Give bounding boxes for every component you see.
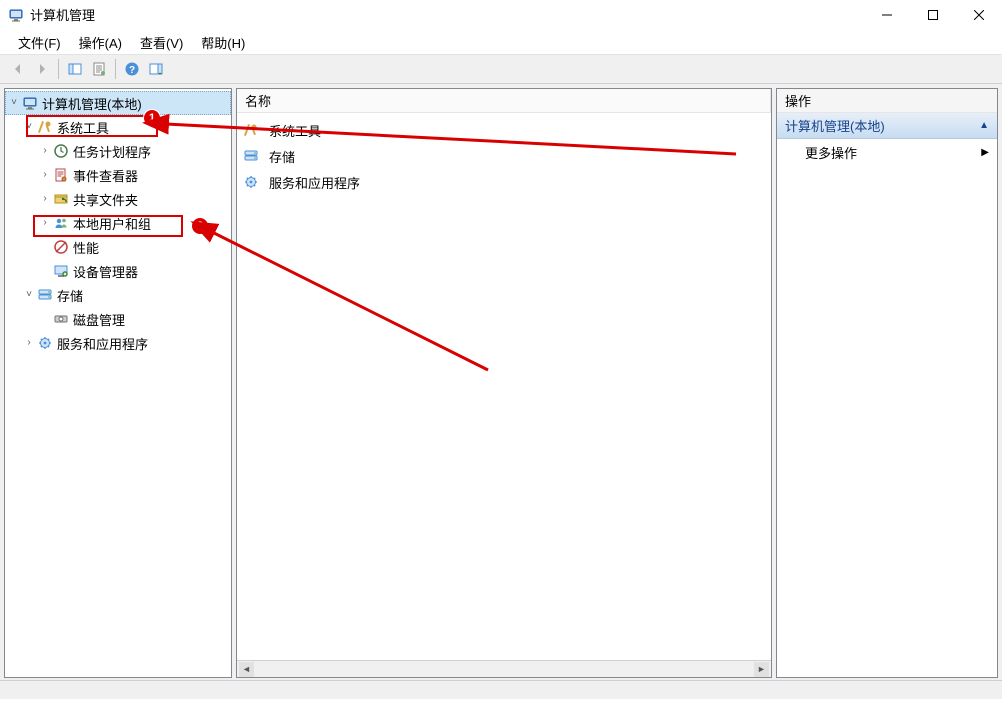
menubar: 文件(F) 操作(A) 查看(V) 帮助(H) — [0, 30, 1002, 54]
tree-twisty-icon[interactable]: › — [21, 337, 37, 348]
tree-node[interactable]: › 事件查看器 — [5, 163, 231, 187]
toolbar-back-button[interactable] — [6, 57, 30, 81]
app-icon — [8, 7, 24, 23]
actionpane-icon — [148, 61, 164, 77]
share-icon — [53, 191, 69, 207]
list-col-name[interactable]: 名称 — [237, 89, 771, 112]
tree-node[interactable]: › 共享文件夹 — [5, 187, 231, 211]
tree-twisty-icon[interactable]: › — [37, 169, 53, 180]
tree-node-label: 计算机管理(本地) — [42, 94, 142, 113]
services-icon — [37, 335, 53, 351]
clock-icon — [53, 143, 69, 159]
properties-icon — [91, 61, 107, 77]
list-scrollbar-x[interactable]: ◄ ► — [237, 660, 771, 677]
event-icon — [53, 167, 69, 183]
action-section[interactable]: 计算机管理(本地) ▲ — [777, 113, 997, 139]
menu-view[interactable]: 查看(V) — [132, 31, 191, 54]
tree-pane: ˅ 计算机管理(本地) ˅ 系统工具 › 任务计划程序 › 事件查看器 › 共享文件夹 › 本地用户和… — [4, 88, 232, 678]
tree-twisty-icon[interactable]: ˅ — [6, 97, 22, 108]
users-icon — [53, 215, 69, 231]
tree-twisty-icon[interactable]: › — [37, 145, 53, 156]
workspace: ˅ 计算机管理(本地) ˅ 系统工具 › 任务计划程序 › 事件查看器 › 共享文件夹 › 本地用户和… — [0, 84, 1002, 680]
help-icon — [124, 61, 140, 77]
tree-node[interactable]: ˅ 计算机管理(本地) — [5, 91, 231, 115]
device-icon — [53, 263, 69, 279]
scroll-left-button[interactable]: ◄ — [239, 662, 254, 677]
tree-node-label: 本地用户和组 — [73, 214, 151, 233]
toolbar-help-button[interactable] — [120, 57, 144, 81]
titlebar: 计算机管理 — [0, 0, 1002, 30]
menu-action[interactable]: 操作(A) — [71, 31, 130, 54]
toolbar-properties-button[interactable] — [87, 57, 111, 81]
arrow-left-icon — [10, 61, 26, 77]
tools-icon — [37, 119, 53, 135]
tree-twisty-icon[interactable]: › — [37, 217, 53, 228]
list-header[interactable]: 名称 — [237, 89, 771, 113]
tree-node-label: 性能 — [73, 238, 99, 257]
storage-icon — [37, 287, 53, 303]
toolbar-showhide-button[interactable] — [63, 57, 87, 81]
list-item-label: 系统工具 — [269, 121, 321, 140]
tree-node[interactable]: › 本地用户和组 — [5, 211, 231, 235]
tree-node-label: 设备管理器 — [73, 262, 138, 281]
tree-node[interactable]: ·性能 — [5, 235, 231, 259]
tree-node-label: 存储 — [57, 286, 83, 305]
close-button[interactable] — [956, 0, 1002, 30]
tree-node[interactable]: ·设备管理器 — [5, 259, 231, 283]
list-item[interactable]: 服务和应用程序 — [237, 169, 771, 195]
action-pane-header: 操作 — [777, 89, 997, 113]
toolbar-actionpane-button[interactable] — [144, 57, 168, 81]
statusbar — [0, 680, 1002, 699]
list-pane: 名称 系统工具存储服务和应用程序 ◄ ► — [236, 88, 772, 678]
tools-icon — [243, 122, 259, 138]
toolbar — [0, 54, 1002, 84]
tree-node[interactable]: ˅ 存储 — [5, 283, 231, 307]
action-pane: 操作 计算机管理(本地) ▲ 更多操作 ▶ — [776, 88, 998, 678]
tree-twisty-icon[interactable]: › — [37, 193, 53, 204]
arrow-right-icon — [34, 61, 50, 77]
scroll-right-button[interactable]: ► — [754, 662, 769, 677]
list-item-label: 服务和应用程序 — [269, 173, 360, 192]
tree-node-label: 服务和应用程序 — [57, 334, 148, 353]
menu-help[interactable]: 帮助(H) — [193, 31, 253, 54]
action-more-label: 更多操作 — [805, 143, 857, 162]
window-title: 计算机管理 — [30, 5, 95, 24]
action-section-label: 计算机管理(本地) — [785, 116, 885, 135]
tree-node[interactable]: ·磁盘管理 — [5, 307, 231, 331]
toolbar-forward-button[interactable] — [30, 57, 54, 81]
menu-file[interactable]: 文件(F) — [10, 31, 69, 54]
tree-node-label: 任务计划程序 — [73, 142, 151, 161]
list-item[interactable]: 系统工具 — [237, 117, 771, 143]
list-item[interactable]: 存储 — [237, 143, 771, 169]
list-item-label: 存储 — [269, 147, 295, 166]
tree-node[interactable]: ˅ 系统工具 — [5, 115, 231, 139]
computer-icon — [22, 95, 38, 111]
tree[interactable]: ˅ 计算机管理(本地) ˅ 系统工具 › 任务计划程序 › 事件查看器 › 共享文件夹 › 本地用户和… — [5, 89, 231, 355]
maximize-button[interactable] — [910, 0, 956, 30]
tree-node[interactable]: › 任务计划程序 — [5, 139, 231, 163]
toolbar-separator — [115, 59, 116, 79]
minimize-button[interactable] — [864, 0, 910, 30]
chevron-right-icon: ▶ — [981, 147, 989, 158]
tree-node-label: 事件查看器 — [73, 166, 138, 185]
tree-twisty-icon[interactable]: ˅ — [21, 289, 37, 300]
storage-icon — [243, 148, 259, 164]
services-icon — [243, 174, 259, 190]
tree-node-label: 系统工具 — [57, 118, 109, 137]
pane-icon — [67, 61, 83, 77]
disk-icon — [53, 311, 69, 327]
tree-node-label: 磁盘管理 — [73, 310, 125, 329]
tree-node-label: 共享文件夹 — [73, 190, 138, 209]
window-controls — [864, 0, 1002, 29]
action-more[interactable]: 更多操作 ▶ — [777, 139, 997, 165]
perf-icon — [53, 239, 69, 255]
collapse-icon: ▲ — [979, 120, 989, 131]
tree-twisty-icon[interactable]: ˅ — [21, 121, 37, 132]
list-body[interactable]: 系统工具存储服务和应用程序 — [237, 113, 771, 660]
tree-node[interactable]: › 服务和应用程序 — [5, 331, 231, 355]
toolbar-separator — [58, 59, 59, 79]
